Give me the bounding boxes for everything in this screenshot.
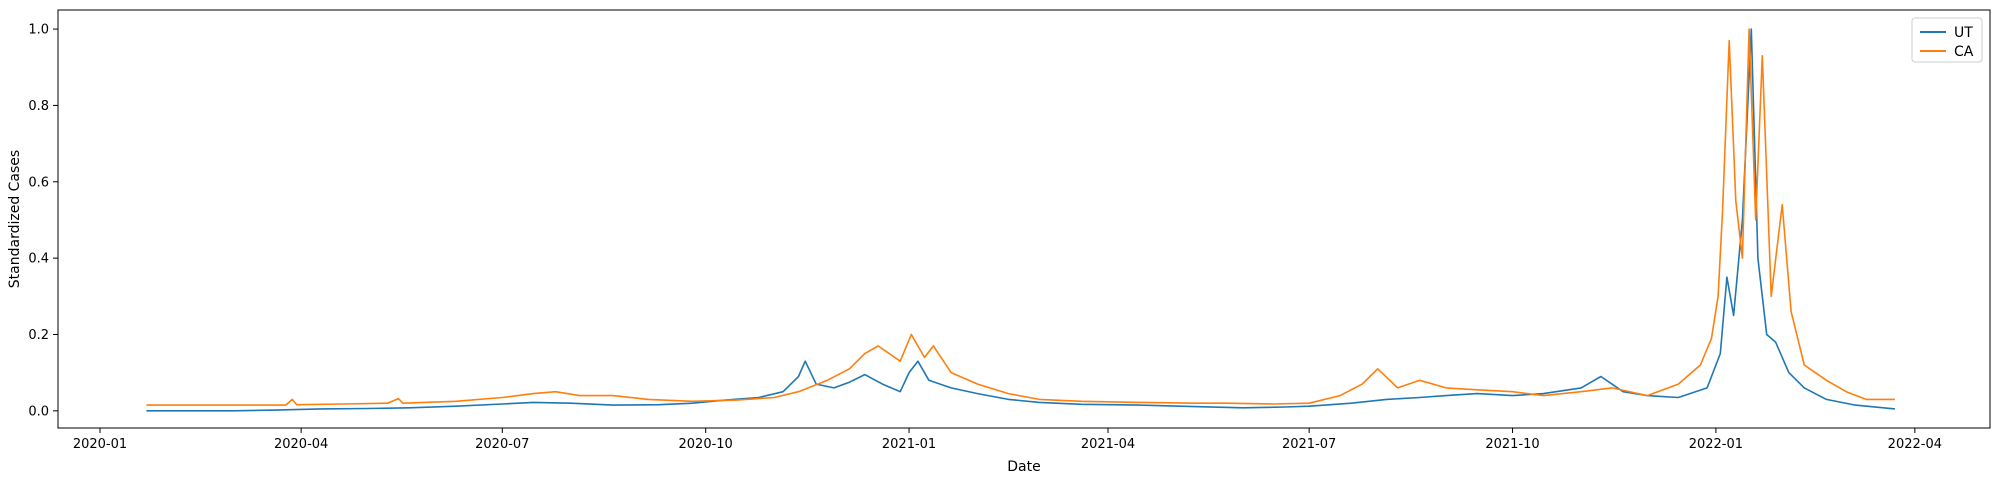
x-tick-label: 2021-10: [1485, 437, 1539, 452]
legend: UT CA: [1911, 17, 1983, 63]
x-tick-label: 2021-04: [1081, 437, 1135, 452]
x-tick-label: 2020-07: [475, 437, 529, 452]
y-tick-label: 0.0: [28, 404, 49, 419]
legend-label: UT: [1954, 25, 1973, 41]
y-tick-label: 1.0: [28, 23, 49, 38]
series-line-ca: [146, 28, 1895, 406]
x-tick-label: 2022-04: [1888, 437, 1942, 452]
x-tick-label: 2021-01: [882, 437, 936, 452]
series-layer: [146, 28, 1895, 412]
x-tick-label: 2022-01: [1689, 437, 1743, 452]
x-tick-label: 2020-04: [274, 437, 328, 452]
y-tick-label: 0.6: [28, 175, 49, 190]
plot-area: [57, 9, 1991, 429]
legend-label: CA: [1954, 44, 1974, 60]
x-tick-label: 2020-10: [679, 437, 733, 452]
axes-frame: [57, 9, 1991, 429]
y-axis-label: Standardized Cases: [7, 150, 23, 288]
y-tick-label: 0.2: [28, 328, 49, 343]
x-axis: 2020-01 2020-04 2020-07 2020-10 2021-01 2021-…: [73, 428, 1942, 452]
series-line-ut: [146, 28, 1895, 412]
x-tick-label: 2021-07: [1282, 437, 1336, 452]
x-tick-label: 2020-01: [73, 437, 127, 452]
y-tick-label: 0.8: [28, 99, 49, 114]
y-tick-label: 0.4: [28, 252, 49, 267]
y-axis: 0.0 0.2 0.4 0.6 0.8 1.0: [28, 23, 58, 419]
x-axis-label: Date: [1007, 459, 1040, 475]
